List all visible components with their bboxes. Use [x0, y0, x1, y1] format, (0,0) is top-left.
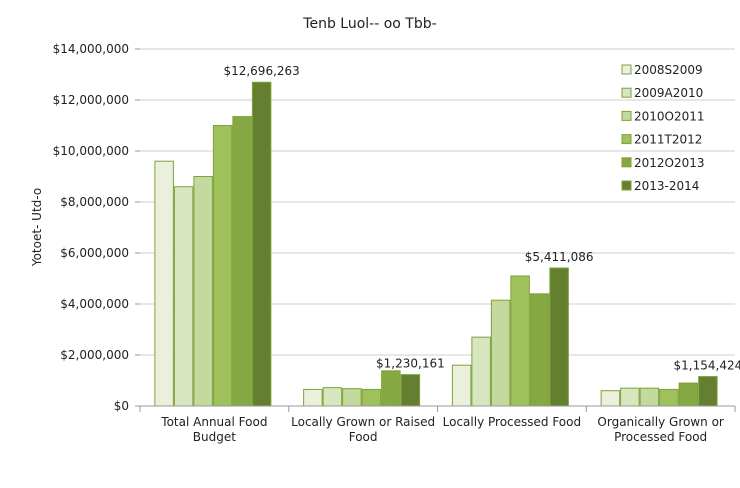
chart-title: Tenb Luol-- oo Tbb-: [302, 16, 436, 32]
x-category-label: Budget: [193, 430, 236, 444]
data-label: $1,230,161: [376, 357, 445, 371]
data-label: $12,696,263: [223, 64, 299, 78]
legend-label: 2012O2013: [634, 156, 705, 170]
bar: [451, 364, 472, 407]
legend-swatch: [621, 110, 632, 121]
bar: [361, 388, 382, 407]
bar: [381, 370, 401, 407]
bar: [678, 382, 699, 407]
x-axis: [139, 405, 736, 412]
bar: [232, 116, 252, 407]
legend-label: 2010O2011: [634, 109, 705, 123]
bar: [400, 374, 421, 407]
y-tick-label: $0: [114, 399, 129, 413]
legend-swatch: [621, 87, 632, 98]
bars: [154, 81, 718, 407]
bar: [212, 125, 233, 407]
data-label: $1,154,424: [674, 359, 740, 373]
legend-label: 2008S2009: [634, 63, 703, 77]
y-axis-label: Yotoet- Utd-o: [30, 188, 44, 267]
bar: [620, 387, 640, 407]
x-category-label: Food: [349, 430, 378, 444]
x-category-label: Organically Grown or: [597, 415, 724, 429]
legend-swatch: [621, 180, 632, 191]
bar: [322, 387, 343, 407]
bar: [471, 336, 491, 407]
bar: [154, 160, 174, 407]
y-tick-label: $14,000,000: [53, 42, 129, 56]
y-tick-label: $4,000,000: [60, 297, 129, 311]
legend-swatch: [621, 134, 632, 145]
bar: [549, 267, 569, 407]
data-labels: $12,696,263 $1,230,161 $5,411,086 $1,154,42…: [223, 64, 740, 372]
x-category-label: Total Annual Food: [160, 415, 267, 429]
y-tick-label: $2,000,000: [60, 348, 129, 362]
bar: [342, 388, 362, 407]
bar: [510, 275, 530, 407]
bar: [193, 176, 213, 407]
bar: [173, 186, 194, 407]
bar: [659, 388, 679, 407]
y-tick-label: $10,000,000: [53, 144, 129, 158]
legend: 2008S2009 2009A2010 2010O2011 2011T2012 2012…: [621, 63, 705, 193]
legend-label: 2009A2010: [634, 86, 703, 100]
y-tick-label: $6,000,000: [60, 246, 129, 260]
legend-label: 2011T2012: [634, 133, 702, 147]
bar: [490, 299, 511, 407]
data-label: $5,411,086: [525, 250, 594, 264]
y-tick-label: $8,000,000: [60, 195, 129, 209]
bar: [303, 388, 323, 407]
bar: [639, 387, 660, 407]
x-category-label: Locally Grown or Raised: [291, 415, 435, 429]
x-category-label: Locally Processed Food: [443, 415, 581, 429]
bar: [698, 376, 718, 407]
bar: [600, 390, 621, 407]
legend-swatch: [621, 64, 632, 75]
legend-label: 2013-2014: [634, 179, 699, 193]
y-tick-label: $12,000,000: [53, 93, 129, 107]
bar: [529, 293, 550, 407]
y-axis-ticks: $0 $2,000,000 $4,000,000 $6,000,000 $8,000,0…: [53, 42, 140, 413]
legend-swatch: [621, 157, 632, 168]
bar: [251, 81, 272, 407]
x-category-label: Processed Food: [614, 430, 707, 444]
